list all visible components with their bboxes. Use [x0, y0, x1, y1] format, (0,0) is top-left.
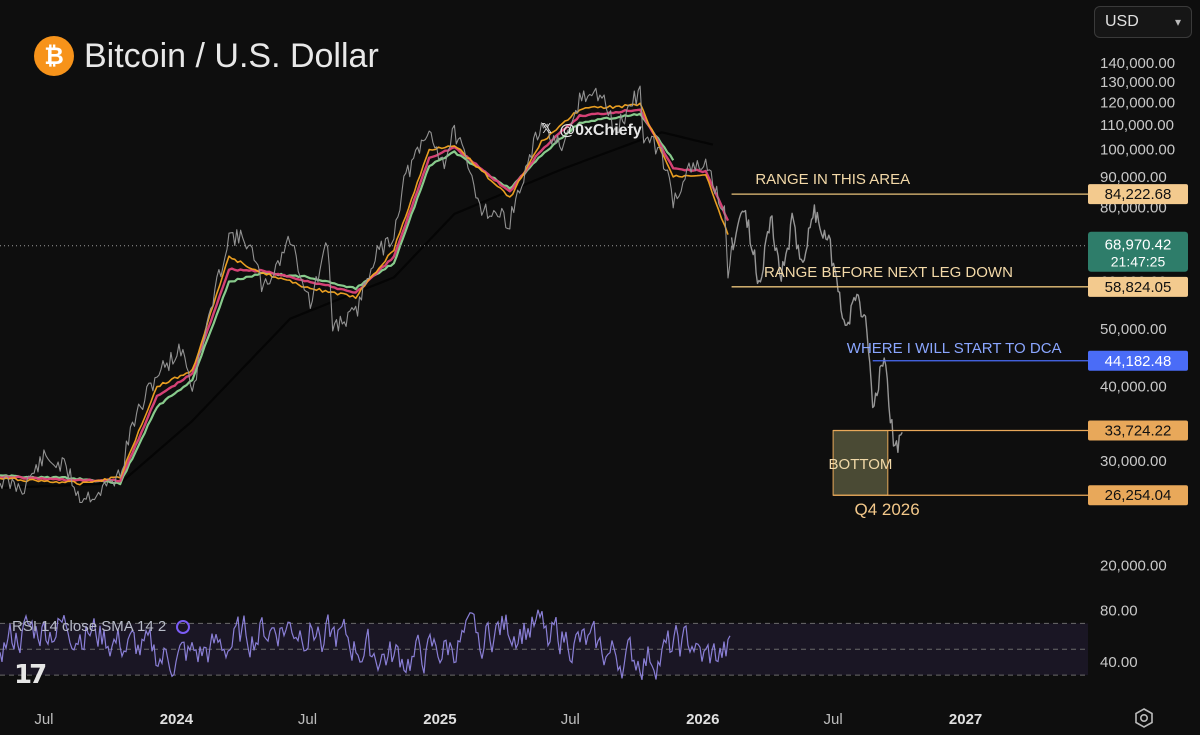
x-tick-label: Jul — [298, 711, 317, 728]
series-projection — [730, 204, 903, 453]
x-tick-label: 2024 — [160, 711, 194, 728]
x-tick-label: Jul — [561, 711, 580, 728]
x-logo-icon: 𝕏 — [541, 122, 552, 137]
symbol-title: Bitcoin / U.S. Dollar — [84, 36, 379, 75]
series-ema-slow — [0, 112, 675, 486]
series-ema-mid — [0, 108, 730, 483]
visibility-icon[interactable] — [176, 619, 191, 634]
x-tick-label: 2026 — [686, 711, 719, 728]
x-tick-label: 2027 — [949, 711, 982, 728]
level-price-label: 26,254.04 — [1105, 487, 1172, 504]
currency-select[interactable]: USD ▾ — [1094, 6, 1192, 38]
bitcoin-logo-icon: ₿ — [34, 36, 74, 76]
level-price-label: 84,222.68 — [1105, 186, 1172, 203]
x-tick-label: 2025 — [423, 711, 456, 728]
rsi-legend[interactable]: RSI 14 close SMA 14 2 — [12, 618, 191, 635]
watermark-handle: @0xChiefy — [559, 122, 641, 139]
y-tick-label: 140,000.00 — [1100, 55, 1175, 72]
chevron-down-icon: ▾ — [1174, 15, 1181, 29]
bottom-zone-label: BOTTOM — [829, 456, 893, 473]
rsi-tick-label: 40.00 — [1100, 654, 1138, 671]
level-price-label: 33,724.22 — [1105, 423, 1172, 440]
y-tick-label: 20,000.00 — [1100, 558, 1167, 575]
y-tick-label: 50,000.00 — [1100, 321, 1167, 338]
level-price-label: 58,824.05 — [1105, 279, 1172, 296]
y-tick-label: 40,000.00 — [1100, 378, 1167, 395]
settings-icon[interactable] — [1134, 708, 1154, 728]
level-annotation: RANGE BEFORE NEXT LEG DOWN — [764, 264, 1013, 281]
y-tick-label: 120,000.00 — [1100, 95, 1175, 112]
y-tick-label: 90,000.00 — [1100, 169, 1167, 186]
x-tick-label: Jul — [34, 711, 53, 728]
level-price-tag — [1088, 420, 1188, 441]
tradingview-logo-icon: 17 — [14, 660, 47, 690]
level-annotation: WHERE I WILL START TO DCA — [847, 340, 1062, 357]
y-tick-label: 130,000.00 — [1100, 74, 1175, 91]
level-price-tag — [1088, 184, 1188, 205]
currency-value: USD — [1105, 13, 1139, 30]
level-price-tag — [1088, 485, 1188, 506]
level-price-tag — [1088, 276, 1188, 297]
bottom-zone-sublabel: Q4 2026 — [854, 500, 919, 519]
chart-title: ₿ Bitcoin / U.S. Dollar — [34, 36, 379, 76]
rsi-legend-label: RSI 14 close SMA 14 2 — [12, 618, 167, 635]
series-ema-fast — [0, 102, 729, 486]
current-price-value: 68,970.42 — [1105, 237, 1172, 254]
current-price-tag — [1088, 231, 1188, 272]
rsi-tick-label: 80.00 — [1100, 602, 1138, 619]
y-tick-label: 100,000.00 — [1100, 142, 1175, 159]
level-price-label: 44,182.48 — [1105, 353, 1172, 370]
x-tick-label: Jul — [824, 711, 843, 728]
rsi-line — [0, 609, 731, 680]
level-annotation: RANGE IN THIS AREA — [755, 171, 910, 188]
level-price-tag — [1088, 350, 1188, 371]
current-price-countdown: 21:47:25 — [1111, 254, 1166, 270]
series-price — [0, 85, 733, 504]
y-tick-label: 110,000.00 — [1100, 117, 1174, 134]
y-tick-label: 30,000.00 — [1100, 453, 1167, 470]
